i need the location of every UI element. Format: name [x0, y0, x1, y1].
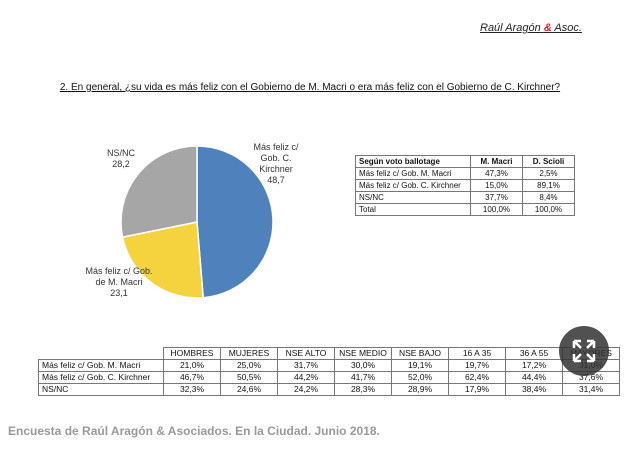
- table-cell: 37,7%: [470, 191, 523, 204]
- question: 2. En general, ¿su vida es más feliz con…: [59, 82, 561, 93]
- header-cell: MUJERES: [220, 347, 278, 360]
- header-cell: Según voto ballotage: [355, 155, 471, 168]
- table-cell: 15,0%: [470, 179, 523, 192]
- slice-value: 23,1: [110, 288, 128, 298]
- header-cell: NSE ALTO: [277, 347, 335, 360]
- table-row: Más feliz c/ Gob. M. Macri 21,0% 25,0% 31,7…: [38, 359, 620, 372]
- table-cell: 19,7%: [448, 359, 506, 372]
- table-cell: Más feliz c/ Gob. C. Kirchner: [355, 179, 471, 192]
- table-cell: 52,0%: [391, 371, 449, 384]
- header-cell: NSE BAJO: [391, 347, 449, 360]
- slice-value: 28,2: [112, 159, 130, 169]
- table-cell: 8,4%: [522, 191, 575, 204]
- slice-label: Más feliz c/ Gob. C. Kirchner 48,7: [246, 142, 306, 186]
- header-row: Según voto ballotage M. Macri D. Scioli: [355, 155, 575, 168]
- table-cell: 44,2%: [277, 371, 335, 384]
- pie-slice: [120, 145, 198, 239]
- slice-label: Más feliz c/ Gob. de M. Macri 23,1: [84, 266, 154, 299]
- logo-name: Raúl Aragón: [480, 22, 541, 34]
- table-cell: 41,7%: [334, 371, 392, 384]
- table-cell: 44,4%: [505, 371, 563, 384]
- table-cell: 24,6%: [220, 383, 278, 396]
- slice-category: Más feliz c/ Gob. de M. Macri: [85, 266, 153, 287]
- header-row: HOMBRES MUJERES NSE ALTO NSE MEDIO NSE BAJO 1…: [39, 347, 620, 360]
- logo: Raúl Aragón & Asoc.: [480, 22, 582, 34]
- table-row: Más feliz c/ Gob. C. Kirchner 46,7% 50,5% 4…: [38, 371, 620, 384]
- table-cell: 100,0%: [522, 203, 575, 216]
- table-cell: Más feliz c/ Gob. M. Macri: [38, 359, 164, 372]
- table-row: NS/NC 37,7% 8,4%: [355, 191, 575, 204]
- table-cell: 89,1%: [522, 179, 575, 192]
- pie-slice: [121, 221, 205, 299]
- logo-suffix: Asoc.: [554, 22, 582, 34]
- table-row: NS/NC 32,3% 24,6% 24,2% 28,3% 28,9% 17,9% 38,4%…: [38, 383, 620, 396]
- table-row: Más feliz c/ Gob. C. Kirchner 15,0% 89,1%: [355, 179, 575, 192]
- table-cell: 50,5%: [220, 371, 278, 384]
- table-cell: 2,5%: [522, 167, 575, 180]
- ballotage-table: Según voto ballotage M. Macri D. Scioli Más…: [355, 155, 575, 216]
- table-cell: 31,4%: [562, 383, 620, 396]
- table-cell: Más feliz c/ Gob. C. Kirchner: [38, 371, 164, 384]
- table-cell: 32,3%: [163, 383, 221, 396]
- table-row: Total 100,0% 100,0%: [355, 203, 575, 216]
- corner-cell: [39, 348, 164, 360]
- header-cell: D. Scioli: [522, 155, 575, 168]
- table-cell: 46,7%: [163, 371, 221, 384]
- header-cell: 16 A 35: [448, 347, 506, 360]
- slice-value: 48,7: [267, 175, 285, 185]
- slice-category: NS/NC: [106, 148, 135, 158]
- table-cell: 31,7%: [277, 359, 335, 372]
- table-cell: 17,2%: [505, 359, 563, 372]
- table-cell: 17,9%: [448, 383, 506, 396]
- table-cell: 38,4%: [505, 383, 563, 396]
- table-cell: NS/NC: [355, 191, 471, 204]
- table-cell: 100,0%: [470, 203, 523, 216]
- table-cell: 24,2%: [277, 383, 335, 396]
- logo-ampersand: &: [543, 22, 552, 34]
- table-row: Más feliz c/ Gob. M. Macri 47,3% 2,5%: [355, 167, 575, 180]
- header-cell: 36 A 55: [505, 347, 563, 360]
- header-cell: HOMBRES: [163, 347, 221, 360]
- table-cell: Más feliz c/ Gob. M. Macri: [355, 167, 471, 180]
- slice-label: NS/NC 28,2: [96, 148, 146, 170]
- table-cell: 30,0%: [334, 359, 392, 372]
- segment-table: HOMBRES MUJERES NSE ALTO NSE MEDIO NSE BAJO 1…: [38, 347, 620, 396]
- expand-button[interactable]: [558, 325, 610, 377]
- table-cell: 28,3%: [334, 383, 392, 396]
- pie-slice: [196, 145, 274, 299]
- header-cell: NSE MEDIO: [334, 347, 392, 360]
- slice-category: Más feliz c/ Gob. C. Kirchner: [253, 142, 299, 174]
- table-cell: 47,3%: [470, 167, 523, 180]
- caption: Encuesta de Raúl Aragón & Asociados. En …: [8, 424, 380, 438]
- table-cell: 19,1%: [391, 359, 449, 372]
- table-cell: 28,9%: [391, 383, 449, 396]
- table-cell: 25,0%: [220, 359, 278, 372]
- table-cell: NS/NC: [38, 383, 164, 396]
- header-cell: M. Macri: [470, 155, 523, 168]
- table-cell: 21,0%: [163, 359, 221, 372]
- table-cell: 62,4%: [448, 371, 506, 384]
- table-cell: Total: [355, 203, 471, 216]
